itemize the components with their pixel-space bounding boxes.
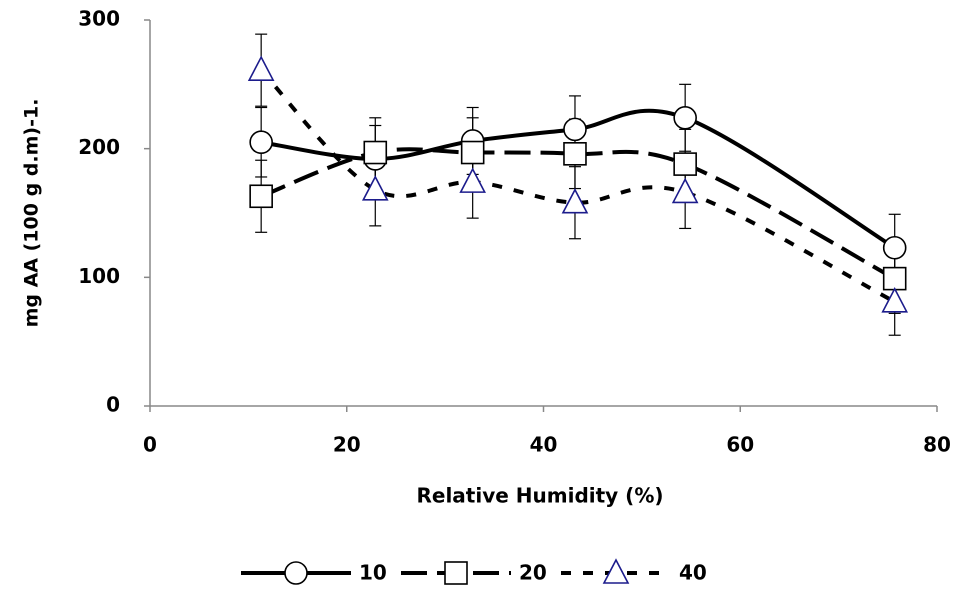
marker <box>444 561 468 585</box>
y-tick-label: 300 <box>78 7 120 31</box>
series-line <box>259 68 896 304</box>
marker <box>561 187 589 214</box>
marker <box>563 117 587 142</box>
x-tick-label: 20 <box>333 433 361 457</box>
marker <box>249 130 273 155</box>
marker <box>249 184 273 209</box>
marker <box>247 55 275 81</box>
legend-label: 10 <box>359 561 387 585</box>
x-tick-label: 60 <box>726 433 754 457</box>
x-tick-label: 40 <box>530 433 558 457</box>
marker <box>363 140 388 165</box>
series-line <box>260 147 896 281</box>
y-tick-label: 0 <box>106 393 120 417</box>
y-tick-label: 100 <box>78 264 120 288</box>
y-axis-title: mg AA (100 g d.m)-1. <box>21 99 43 328</box>
marker <box>459 167 486 193</box>
marker <box>881 287 909 313</box>
marker <box>671 177 699 204</box>
marker <box>602 558 630 584</box>
legend-label: 40 <box>679 561 707 585</box>
marker <box>563 142 587 166</box>
marker <box>673 105 697 130</box>
marker <box>284 561 308 585</box>
legend-label: 20 <box>519 561 547 585</box>
y-tick-label: 200 <box>78 135 120 159</box>
marker <box>361 175 389 201</box>
x-axis-title: Relative Humidity (%) <box>416 484 663 508</box>
marker <box>882 235 907 260</box>
x-tick-label: 0 <box>143 433 157 457</box>
x-tick-label: 80 <box>923 433 951 457</box>
marker <box>882 266 907 291</box>
marker <box>460 140 485 165</box>
marker <box>673 152 697 176</box>
